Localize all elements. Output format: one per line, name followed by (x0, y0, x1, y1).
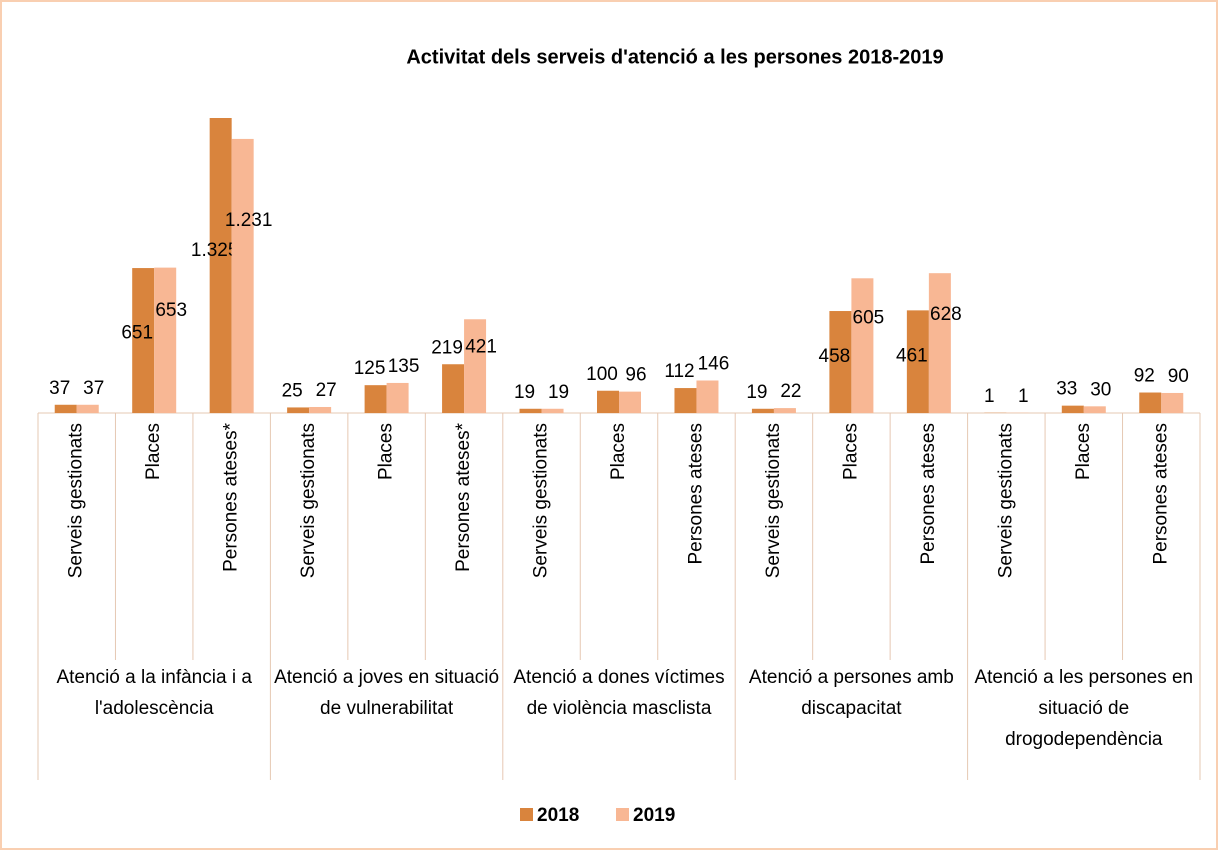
data-label: 605 (853, 308, 885, 329)
bar (386, 382, 409, 413)
bar (597, 390, 619, 413)
data-label: 1 (1018, 386, 1029, 407)
x-tick-label: Serveis gestionats (531, 423, 552, 578)
group-label: Atenció a persones amb discapacitat (748, 667, 954, 719)
data-label: 112 (664, 361, 694, 382)
x-tick-label: Persones ateses* (221, 422, 242, 572)
data-label: 92 (1134, 366, 1155, 387)
data-label: 33 (1056, 379, 1077, 400)
group-label: Atenció a les persones en situació de dr… (974, 667, 1194, 750)
data-label: 219 (431, 337, 463, 358)
x-tick-label: Serveis gestionats (763, 423, 784, 578)
bar (287, 407, 310, 413)
bar (1061, 405, 1084, 413)
legend-label: 2019 (633, 805, 675, 826)
data-label: 100 (586, 364, 618, 385)
data-label: 19 (746, 382, 767, 403)
x-tick-label: Serveis gestionats (66, 423, 87, 578)
chart-title: Activitat dels serveis d'atenció a les p… (406, 46, 943, 68)
x-tick-label: Places (840, 423, 861, 480)
data-label: 37 (83, 378, 104, 399)
x-tick-label: Serveis gestionats (298, 423, 319, 578)
bar (696, 380, 719, 413)
data-label: 1.231 (225, 210, 273, 231)
x-tick-label: Serveis gestionats (995, 423, 1016, 578)
group-label: Atenció a joves en situació de vulnerabi… (274, 667, 500, 719)
bar (829, 311, 852, 413)
bar (1139, 392, 1162, 413)
data-label: 27 (316, 380, 337, 401)
bar (464, 319, 487, 413)
bar (76, 404, 99, 413)
data-label: 25 (282, 380, 303, 401)
data-label: 30 (1090, 379, 1111, 400)
x-tick-label: Persones ateses* (453, 422, 474, 572)
data-label: 22 (780, 381, 801, 402)
bar (906, 310, 929, 413)
data-label: 421 (465, 336, 497, 357)
x-tick-label: Places (376, 423, 397, 480)
bar (928, 273, 951, 413)
data-label: 651 (121, 322, 153, 343)
x-tick-label: Persones ateses (918, 423, 939, 565)
bar (519, 408, 542, 413)
bar (132, 268, 155, 413)
bar (309, 406, 332, 413)
data-label: 1.325 (191, 240, 239, 261)
data-label: 1 (984, 386, 995, 407)
bar (1161, 392, 1184, 413)
x-tick-label: Places (608, 423, 629, 480)
data-label: 653 (155, 300, 187, 321)
group-label: Atenció a la infància i a l'adolescència (56, 667, 252, 719)
data-label: 19 (548, 382, 569, 403)
bar (364, 385, 387, 413)
bar (619, 391, 641, 413)
bar (442, 364, 465, 413)
bar (154, 267, 177, 413)
x-tick-label: Persones ateses (685, 423, 706, 565)
legend-label: 2018 (537, 805, 579, 826)
x-tick-label: Places (1073, 423, 1094, 480)
data-label: 146 (698, 354, 730, 375)
bar (231, 138, 254, 414)
bar (751, 408, 774, 413)
legend-swatch (520, 808, 533, 821)
bar (541, 408, 564, 413)
data-label: 135 (388, 356, 420, 377)
bar (54, 404, 77, 413)
legend-swatch (616, 808, 629, 821)
data-label: 458 (819, 346, 851, 367)
data-label: 90 (1168, 366, 1189, 387)
data-label: 125 (354, 358, 386, 379)
data-label: 461 (896, 346, 928, 367)
bar (773, 408, 796, 413)
x-tick-label: Places (143, 423, 164, 480)
data-label: 628 (930, 304, 962, 325)
x-tick-label: Persones ateses (1150, 423, 1171, 565)
group-label: Atenció a dones víctimes de violència ma… (513, 667, 725, 719)
bar (674, 388, 697, 413)
bar (209, 118, 232, 413)
bar (851, 278, 874, 413)
bar (1083, 406, 1106, 413)
data-label: 96 (625, 365, 646, 386)
data-label: 19 (514, 382, 535, 403)
data-label: 37 (49, 378, 70, 399)
